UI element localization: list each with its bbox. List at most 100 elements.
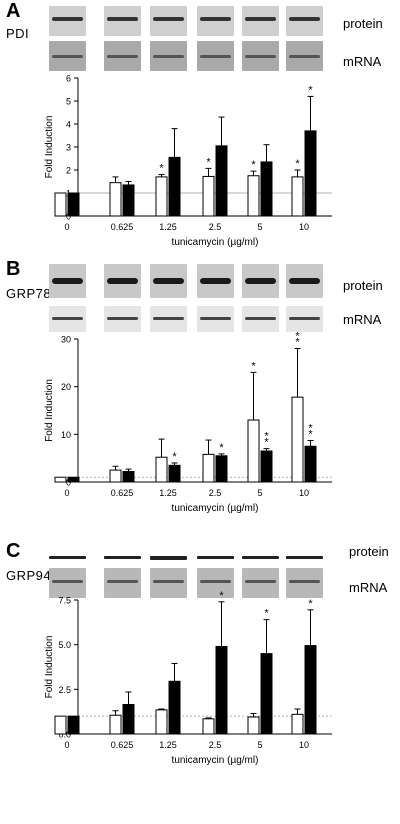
x-tick-label: 5 xyxy=(257,740,262,750)
x-tick-label: 1.25 xyxy=(159,222,177,232)
treated-bar xyxy=(260,653,273,735)
control-bar xyxy=(155,456,168,483)
control-bar xyxy=(202,175,215,217)
y-tick-label: 7.5 xyxy=(58,596,71,606)
blot-band xyxy=(52,317,83,320)
significance-marker: * xyxy=(219,442,224,454)
y-tick-label: 0.0 xyxy=(58,730,71,740)
x-tick-label: 2.5 xyxy=(209,222,222,232)
blot-band xyxy=(200,278,231,284)
control-bar xyxy=(109,469,122,483)
x-axis-label: tunicamycin (µg/ml) xyxy=(172,755,259,766)
x-tick-label: 5 xyxy=(257,222,262,232)
blot-lane-image xyxy=(150,6,187,36)
significance-marker: ** xyxy=(308,423,313,441)
y-tick-label: 5 xyxy=(66,97,71,107)
blot-lane-image xyxy=(104,306,141,332)
blot-lane-image xyxy=(286,6,323,36)
panel-protein-name: GRP78 xyxy=(6,286,52,301)
x-tick-label: 10 xyxy=(299,488,309,498)
significance-marker: ** xyxy=(264,431,269,449)
treated-bar xyxy=(215,145,228,217)
y-tick-label: 30 xyxy=(61,335,71,345)
x-tick-label: 0.625 xyxy=(111,222,134,232)
y-tick-label: 20 xyxy=(61,382,71,392)
blot-band xyxy=(245,55,276,58)
control-bar xyxy=(291,176,304,217)
blot-band xyxy=(153,278,184,284)
treated-bar xyxy=(122,471,135,483)
blot-band xyxy=(153,580,184,583)
panel-a: A PDI protein mRNA 0123456Fold Induction… xyxy=(0,0,400,250)
y-tick-label: 5.0 xyxy=(58,640,71,650)
blot-lane-image xyxy=(242,568,279,598)
blot-band xyxy=(153,317,184,320)
blot-band xyxy=(289,17,320,21)
y-axis-label: Fold Induction xyxy=(44,116,55,179)
significance-marker: * xyxy=(206,156,211,168)
panel-letter: B xyxy=(6,258,21,280)
blot-lane-image xyxy=(104,568,141,598)
blot-band xyxy=(49,556,86,559)
control-bar xyxy=(155,709,168,735)
x-axis-label: tunicamycin (µg/ml) xyxy=(172,237,259,248)
control-bar xyxy=(247,716,260,735)
blot-band xyxy=(289,580,320,583)
blot-band xyxy=(107,55,138,58)
blot-band xyxy=(150,556,187,560)
treated-bar xyxy=(215,645,228,735)
protein-row-label: protein xyxy=(343,278,383,293)
significance-marker: ** xyxy=(295,331,300,349)
blot-band xyxy=(289,317,320,320)
blot-band xyxy=(52,17,83,21)
blot-lane-image xyxy=(197,41,234,71)
treated-bar xyxy=(304,645,317,735)
treated-bar xyxy=(122,184,135,217)
blot-lane-image xyxy=(242,41,279,71)
control-bar xyxy=(155,176,168,217)
blot-band xyxy=(107,278,138,284)
control-bar xyxy=(54,476,67,483)
mrna-row-label: mRNA xyxy=(349,580,388,595)
treated-bar xyxy=(304,130,317,217)
significance-marker: * xyxy=(251,159,256,171)
control-bar xyxy=(109,714,122,735)
blot-band xyxy=(153,17,184,21)
control-bar xyxy=(291,396,304,483)
treated-bar xyxy=(304,445,317,483)
control-bar xyxy=(54,715,67,735)
blot-band xyxy=(104,556,141,559)
panel-protein-name: GRP94 xyxy=(6,568,52,583)
blot-band xyxy=(107,317,138,320)
panel-letter: C xyxy=(6,540,21,562)
blot-lane-image xyxy=(242,6,279,36)
blot-lane-image xyxy=(286,568,323,598)
blot-band xyxy=(245,580,276,583)
x-tick-label: 1.25 xyxy=(159,740,177,750)
y-tick-label: 10 xyxy=(61,430,71,440)
y-tick-label: 4 xyxy=(66,120,71,130)
blot-lane-image xyxy=(104,6,141,36)
control-bar xyxy=(202,453,215,483)
blot-lane-image xyxy=(104,264,141,298)
blot-lane-image xyxy=(286,264,323,298)
blot-band xyxy=(200,17,231,21)
blot-band xyxy=(200,55,231,58)
panel-letter: A xyxy=(6,0,21,22)
blot-band xyxy=(289,55,320,58)
blot-band xyxy=(289,278,320,284)
x-axis-label: tunicamycin (µg/ml) xyxy=(172,503,259,514)
blot-band xyxy=(200,317,231,320)
treated-bar xyxy=(67,476,80,483)
treated-bar xyxy=(122,704,135,735)
y-tick-label: 2.5 xyxy=(58,685,71,695)
blot-band xyxy=(52,580,83,583)
x-tick-label: 2.5 xyxy=(209,740,222,750)
x-tick-label: 0 xyxy=(64,222,69,232)
treated-bar xyxy=(168,680,181,735)
treated-bar xyxy=(260,450,273,483)
x-tick-label: 2.5 xyxy=(209,488,222,498)
blot-lane-image xyxy=(150,306,187,332)
blot-band xyxy=(153,55,184,58)
blot-lane-image xyxy=(150,264,187,298)
